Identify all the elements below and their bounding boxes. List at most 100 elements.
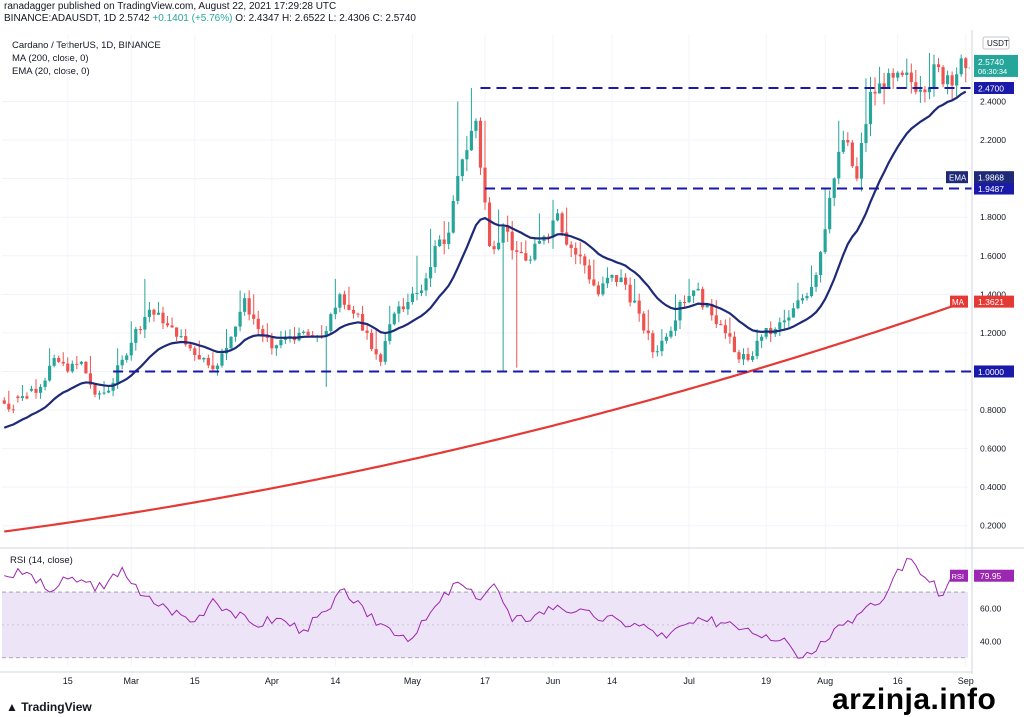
candle-body: [34, 388, 38, 393]
site-watermark: arzinja.info: [832, 683, 997, 716]
horizontal-levels[interactable]: [113, 67, 972, 373]
candle-body: [179, 336, 183, 338]
candle-body: [279, 339, 283, 346]
candle-body: [637, 300, 641, 314]
candle-body: [16, 396, 20, 399]
candle-body: [877, 83, 882, 94]
candle-body: [624, 277, 628, 285]
candle-body: [619, 277, 623, 283]
candle-body: [75, 363, 79, 365]
candle-body: [111, 382, 115, 391]
candle-body: [410, 293, 415, 303]
level-tag: [974, 81, 1014, 94]
candle-body: [746, 354, 750, 360]
legend-ma200[interactable]: MA (200, close, 0): [12, 53, 89, 64]
legend-ema20[interactable]: EMA (20, close, 0): [12, 66, 90, 77]
candle-body: [274, 345, 278, 349]
candle-body: [329, 314, 333, 331]
candle-body: [524, 253, 528, 261]
candle-body: [664, 336, 668, 341]
price-tick-label: 2.2000: [980, 135, 1006, 145]
candle-body: [392, 313, 396, 325]
candle-body: [215, 365, 220, 370]
candle-body: [950, 75, 954, 86]
candle-body: [497, 242, 501, 250]
candle-body: [628, 284, 632, 303]
candle-body: [52, 357, 56, 366]
candle-body: [646, 330, 650, 334]
rsi-legend: RSI (14, close): [10, 555, 73, 566]
candle-body: [873, 91, 877, 94]
candle-body: [243, 298, 247, 312]
candle-body: [152, 309, 156, 315]
price-tick-label: 1.4000: [980, 289, 1006, 299]
candle-body: [868, 91, 873, 125]
candle-body: [728, 333, 732, 337]
candle-body: [714, 315, 718, 325]
candle-body: [20, 396, 24, 399]
rsi-value-label: 79.95: [980, 571, 1002, 581]
time-tick-label: May: [404, 676, 422, 686]
candle-body: [202, 357, 206, 360]
price-tick-label: 1.6000: [980, 251, 1006, 261]
candle-body: [669, 330, 673, 337]
candle-body: [510, 231, 514, 251]
time-tick-label: 14: [330, 676, 340, 686]
candle-body: [519, 251, 523, 254]
candle-body: [397, 306, 401, 314]
candle-body: [569, 244, 573, 249]
publish-info: ranadagger published on TradingView.com,…: [4, 1, 337, 12]
bar-countdown-label: 06:30:34: [978, 67, 1007, 76]
candle-body: [347, 304, 351, 310]
tradingview-logo[interactable]: ▲ TradingView: [6, 700, 92, 714]
candle-body: [909, 72, 913, 83]
candle-body: [211, 365, 215, 370]
candle-body: [261, 329, 265, 337]
candle-body: [247, 298, 251, 315]
last-price-tag: [974, 54, 1018, 77]
level-tag: [974, 182, 1014, 195]
candle-body: [660, 340, 664, 352]
candle-body: [859, 143, 864, 179]
candle-body: [79, 361, 83, 364]
ema-value-label: 1.9868: [978, 173, 1004, 183]
candle-body: [324, 330, 328, 337]
candle-body: [57, 357, 61, 362]
candle-body: [106, 390, 111, 393]
candle-body: [565, 232, 569, 245]
candle-body: [356, 313, 360, 315]
chart-title: Cardano / TetherUS, 1D, BINANCE: [12, 40, 161, 51]
candle-body: [946, 75, 950, 85]
candle-body: [678, 302, 682, 321]
candle-body: [97, 393, 102, 395]
tradingview-logo-icon: ▲: [6, 700, 18, 714]
candle-body: [814, 275, 818, 287]
candle-body: [791, 308, 795, 318]
candle-body: [741, 354, 746, 360]
candle-body: [936, 64, 941, 68]
candle-body: [460, 159, 464, 177]
candle-body: [855, 166, 859, 179]
candle-body: [469, 130, 473, 151]
price-tick-label: 2.4000: [980, 96, 1006, 106]
candle-body: [696, 288, 700, 291]
candle-body: [832, 178, 836, 198]
low-value: L: 2.4306: [328, 13, 370, 24]
candle-body: [419, 290, 424, 293]
candle-body: [891, 73, 895, 78]
rsi-tick-label: 40.00: [980, 636, 1002, 646]
candle-body: [809, 286, 814, 297]
candle-body: [528, 259, 532, 261]
candle-body: [692, 290, 696, 296]
candle-body: [238, 311, 242, 327]
candle-body: [197, 355, 201, 360]
candle-body: [900, 72, 904, 75]
candle-body: [415, 292, 419, 294]
level-tag: [974, 365, 1014, 378]
candle-body: [401, 306, 405, 310]
candle-body: [229, 336, 233, 349]
candle-body: [70, 363, 74, 372]
candle-body: [682, 302, 687, 304]
last-price-label: 2.5740: [978, 57, 1004, 67]
